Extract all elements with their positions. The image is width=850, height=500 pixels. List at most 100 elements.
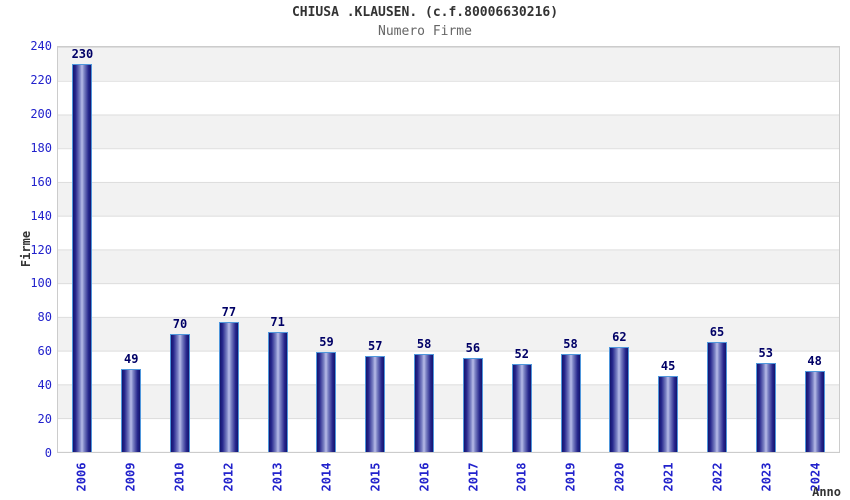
bar-slot-2014: 59	[302, 47, 351, 452]
bar-value-label: 62	[612, 330, 627, 345]
y-tick-label: 180	[30, 140, 52, 155]
bar-value-label: 58	[563, 337, 578, 352]
bar-2014[interactable]	[316, 352, 337, 452]
bar-2018[interactable]	[511, 364, 532, 452]
y-tick-label: 220	[30, 72, 52, 87]
x-tick-slot: 2012	[204, 456, 253, 500]
x-tick-slot: 2022	[693, 456, 742, 500]
bar-value-label: 58	[416, 337, 432, 352]
bar-2016[interactable]	[414, 354, 435, 452]
bar-2019[interactable]	[560, 354, 581, 452]
x-tick-slot: 2016	[400, 456, 449, 500]
bar-2017[interactable]	[462, 357, 483, 452]
bar-value-label: 59	[319, 335, 334, 350]
y-axis-tick-labels: 0 20 40 60 80 100 120 140 160 180 200 220 240	[0, 0, 52, 500]
x-tick-slot: 2017	[449, 456, 498, 500]
x-tick-slot: 2021	[644, 456, 693, 500]
bar-value-label: 70	[172, 316, 188, 331]
bar-value-label: 230	[71, 46, 94, 61]
bar-2012[interactable]	[218, 322, 239, 452]
bar-slot-2020: 62	[595, 47, 644, 452]
bar-value-label: 45	[660, 359, 676, 374]
x-tick-label: 2012	[221, 462, 236, 492]
x-tick-label: 2017	[465, 462, 480, 492]
y-axis-title: Firme	[19, 230, 33, 268]
x-tick-slot: 2023	[742, 456, 791, 500]
chart-subtitle: Numero Firme	[378, 24, 472, 39]
x-tick-slot: 2020	[595, 456, 644, 500]
y-tick-label: 20	[37, 412, 52, 427]
bars-row: 230 49 70 77 71 59 57 58 56 52 58 62 45 65 53 48	[58, 47, 839, 452]
x-tick-label: 2018	[514, 462, 529, 492]
bar-2009[interactable]	[121, 369, 142, 452]
x-tick-label: 2019	[563, 462, 578, 492]
bar-slot-2019: 58	[546, 47, 595, 452]
bar-value-label: 52	[514, 347, 529, 362]
bar-value-label: 57	[368, 338, 383, 353]
bar-value-label: 48	[807, 354, 822, 368]
x-tick-slot: 2006	[57, 456, 106, 500]
bar-slot-2006: 230	[58, 47, 107, 452]
bar-2022[interactable]	[706, 342, 727, 452]
x-tick-label: 2016	[417, 462, 432, 492]
bar-2021[interactable]	[658, 376, 679, 452]
x-tick-slot: 2014	[302, 456, 351, 500]
y-tick-label: 80	[37, 310, 52, 325]
plot-area: 230 49 70 77 71 59 57 58 56 52 58 62 45 65 53 48	[57, 46, 840, 453]
bar-value-label: 71	[270, 315, 285, 330]
x-tick-label: 2010	[172, 462, 187, 492]
bar-2024[interactable]	[804, 371, 825, 452]
chart-title: CHIUSA .KLAUSEN. (c.f.80006630216)	[291, 5, 559, 20]
x-tick-slot: 2015	[351, 456, 400, 500]
y-tick-label: 140	[30, 208, 52, 223]
x-tick-label: 2009	[123, 462, 138, 492]
bar-slot-2009: 49	[107, 47, 156, 452]
bar-value-label: 49	[123, 352, 139, 367]
x-tick-slot: 2010	[155, 456, 204, 500]
bar-value-label: 53	[758, 345, 774, 360]
y-tick-label: 100	[30, 276, 52, 291]
bar-2013[interactable]	[267, 332, 288, 452]
y-tick-label: 40	[37, 378, 52, 393]
bar-slot-2015: 57	[351, 47, 400, 452]
y-tick-label: 200	[30, 106, 52, 121]
bar-slot-2024: 48	[790, 47, 839, 452]
bar-slot-2022: 65	[693, 47, 742, 452]
x-axis-tick-labels: 2006 2009 2010 2012 2013 2014 2015 2016 2017 2018…	[57, 456, 840, 500]
y-tick-label: 240	[30, 39, 52, 53]
x-tick-slot: 2009	[106, 456, 155, 500]
x-tick-slot: 2018	[497, 456, 546, 500]
y-tick-label: 0	[44, 446, 52, 460]
x-tick-label: 2023	[759, 462, 774, 492]
y-tick-label: 60	[37, 344, 52, 359]
bar-slot-2017: 56	[449, 47, 498, 452]
x-tick-label: 2014	[319, 462, 334, 492]
bar-slot-2013: 71	[253, 47, 302, 452]
bar-slot-2010: 70	[156, 47, 205, 452]
x-tick-label: 2022	[710, 462, 725, 492]
bar-2015[interactable]	[365, 355, 386, 452]
bar-2006[interactable]	[72, 63, 93, 452]
bar-2023[interactable]	[755, 362, 776, 452]
x-tick-label: 2013	[270, 462, 285, 492]
bar-value-label: 56	[465, 340, 481, 355]
x-axis-title: Anno	[812, 485, 841, 499]
bar-slot-2023: 53	[741, 47, 790, 452]
x-tick-label: 2020	[612, 462, 627, 492]
x-tick-label: 2006	[74, 462, 89, 492]
bar-slot-2016: 58	[400, 47, 449, 452]
bar-2020[interactable]	[609, 347, 630, 452]
y-tick-label: 120	[30, 242, 52, 257]
y-tick-label: 160	[30, 174, 52, 189]
bar-value-label: 77	[221, 305, 237, 320]
x-tick-slot: 2019	[546, 456, 595, 500]
bar-value-label: 65	[709, 325, 725, 340]
bar-slot-2012: 77	[204, 47, 253, 452]
x-tick-label: 2021	[661, 462, 676, 492]
x-tick-slot: 2013	[253, 456, 302, 500]
bar-2010[interactable]	[170, 333, 191, 452]
x-tick-label: 2015	[368, 462, 383, 492]
bar-slot-2021: 45	[644, 47, 693, 452]
bar-slot-2018: 52	[497, 47, 546, 452]
